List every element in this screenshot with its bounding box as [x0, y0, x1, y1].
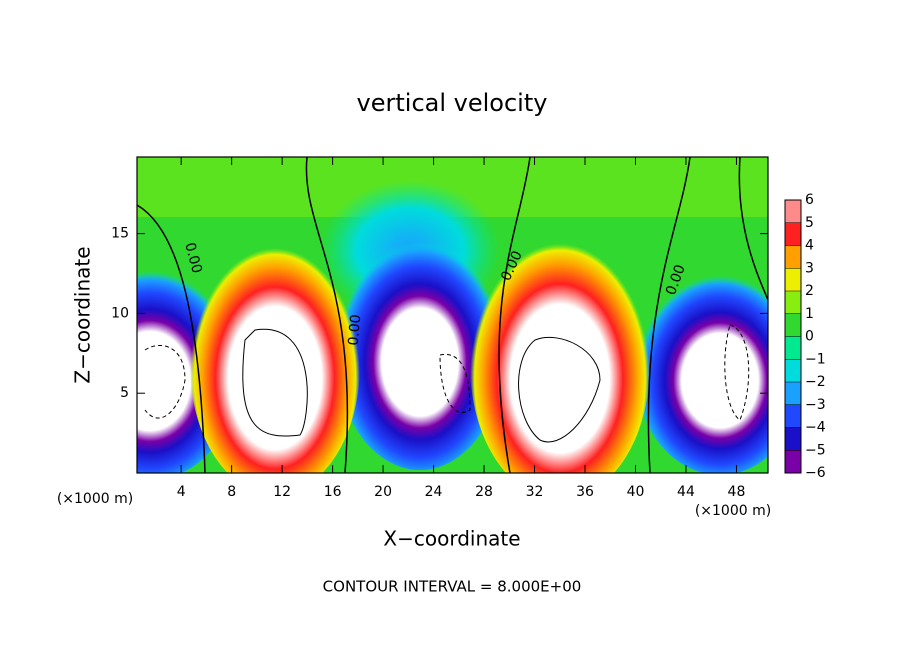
- colorbar-swatch: [785, 404, 801, 428]
- field: [137, 157, 768, 473]
- x-tick-label: 16: [324, 484, 342, 500]
- colorbar-swatch: [785, 359, 801, 382]
- x-tick-label: 28: [475, 484, 493, 500]
- annotation: CONTOUR INTERVAL = 8.000E+00: [323, 578, 582, 596]
- colorbar-label: −3: [805, 397, 826, 413]
- x-tick-label: 12: [273, 484, 291, 500]
- x-tick-label: 24: [425, 484, 443, 500]
- colorbar-swatch: [785, 336, 801, 360]
- chart-title: vertical velocity: [357, 89, 548, 117]
- contour-label: 0.00: [181, 241, 205, 275]
- x-unit-label: (×1000 m): [695, 503, 771, 519]
- x-tick-label: 40: [627, 484, 645, 500]
- x-tick-label: 20: [374, 484, 392, 500]
- colorbar-label: −6: [805, 465, 826, 481]
- colorbar-swatch: [785, 382, 801, 405]
- x-tick-label: 44: [677, 484, 695, 500]
- colorbar-swatch: [785, 268, 801, 291]
- x-tick-label: 48: [728, 484, 746, 500]
- colorbar-swatch: [785, 313, 801, 337]
- colorbar-label: 2: [805, 283, 814, 299]
- x-unit-label: (×1000 m): [57, 491, 133, 507]
- x-tick-label: 36: [576, 484, 594, 500]
- colorbar-swatch: [785, 291, 801, 314]
- colorbar-swatch: [785, 245, 801, 269]
- colorbar-swatch: [785, 450, 801, 473]
- colorbar-swatch: [785, 222, 801, 246]
- colorbar-label: −1: [805, 351, 826, 367]
- y-axis-label: Z−coordinate: [71, 246, 95, 383]
- colorbar-label: 5: [805, 215, 814, 231]
- y-tick-label: 10: [111, 305, 129, 321]
- colorbar-label: 4: [805, 238, 814, 254]
- colorbar-swatch: [785, 200, 801, 223]
- colorbar-label: 1: [805, 306, 814, 322]
- y-tick-label: 15: [111, 226, 129, 242]
- y-tick-label: 5: [120, 385, 129, 401]
- x-axis-label: X−coordinate: [383, 527, 520, 551]
- x-tick-label: 32: [526, 484, 544, 500]
- x-tick-label: 4: [177, 484, 186, 500]
- colorbar-label: 0: [805, 329, 814, 345]
- colorbar-label: 6: [805, 192, 814, 208]
- colorbar-label: 3: [805, 260, 814, 276]
- colorbar-label: −2: [805, 374, 826, 390]
- colorbar-label: −4: [805, 420, 826, 436]
- x-tick-label: 8: [227, 484, 236, 500]
- colorbar-swatch: [785, 427, 801, 451]
- colorbar-label: −5: [805, 442, 826, 458]
- plot-frame: [136, 156, 769, 474]
- contour-label: 0.00: [346, 314, 365, 346]
